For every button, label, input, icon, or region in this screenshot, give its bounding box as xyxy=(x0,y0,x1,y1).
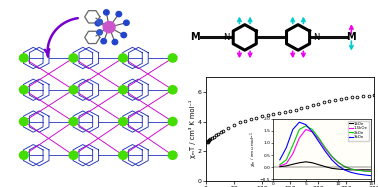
Circle shape xyxy=(97,19,102,24)
Circle shape xyxy=(95,21,101,26)
Y-axis label: χₘT / cm³ K mol⁻¹: χₘT / cm³ K mol⁻¹ xyxy=(189,100,197,158)
Circle shape xyxy=(168,86,177,94)
Circle shape xyxy=(168,54,177,62)
Circle shape xyxy=(119,151,127,159)
Circle shape xyxy=(104,10,109,15)
Circle shape xyxy=(116,11,122,17)
Text: M: M xyxy=(347,32,356,42)
Circle shape xyxy=(119,86,127,94)
Circle shape xyxy=(69,117,78,126)
Circle shape xyxy=(119,117,127,126)
Text: N: N xyxy=(313,33,319,42)
Circle shape xyxy=(69,151,78,159)
Circle shape xyxy=(121,33,127,38)
Text: M: M xyxy=(190,32,200,42)
Circle shape xyxy=(19,151,28,159)
Circle shape xyxy=(69,86,78,94)
Circle shape xyxy=(19,86,28,94)
Circle shape xyxy=(97,30,102,35)
Circle shape xyxy=(168,151,177,159)
Circle shape xyxy=(119,54,127,62)
Circle shape xyxy=(168,117,177,126)
Circle shape xyxy=(101,39,107,44)
Circle shape xyxy=(124,20,129,25)
Circle shape xyxy=(19,117,28,126)
Circle shape xyxy=(19,54,28,62)
Circle shape xyxy=(112,39,118,45)
Circle shape xyxy=(103,22,115,33)
Circle shape xyxy=(69,54,78,62)
Text: N: N xyxy=(223,33,230,42)
